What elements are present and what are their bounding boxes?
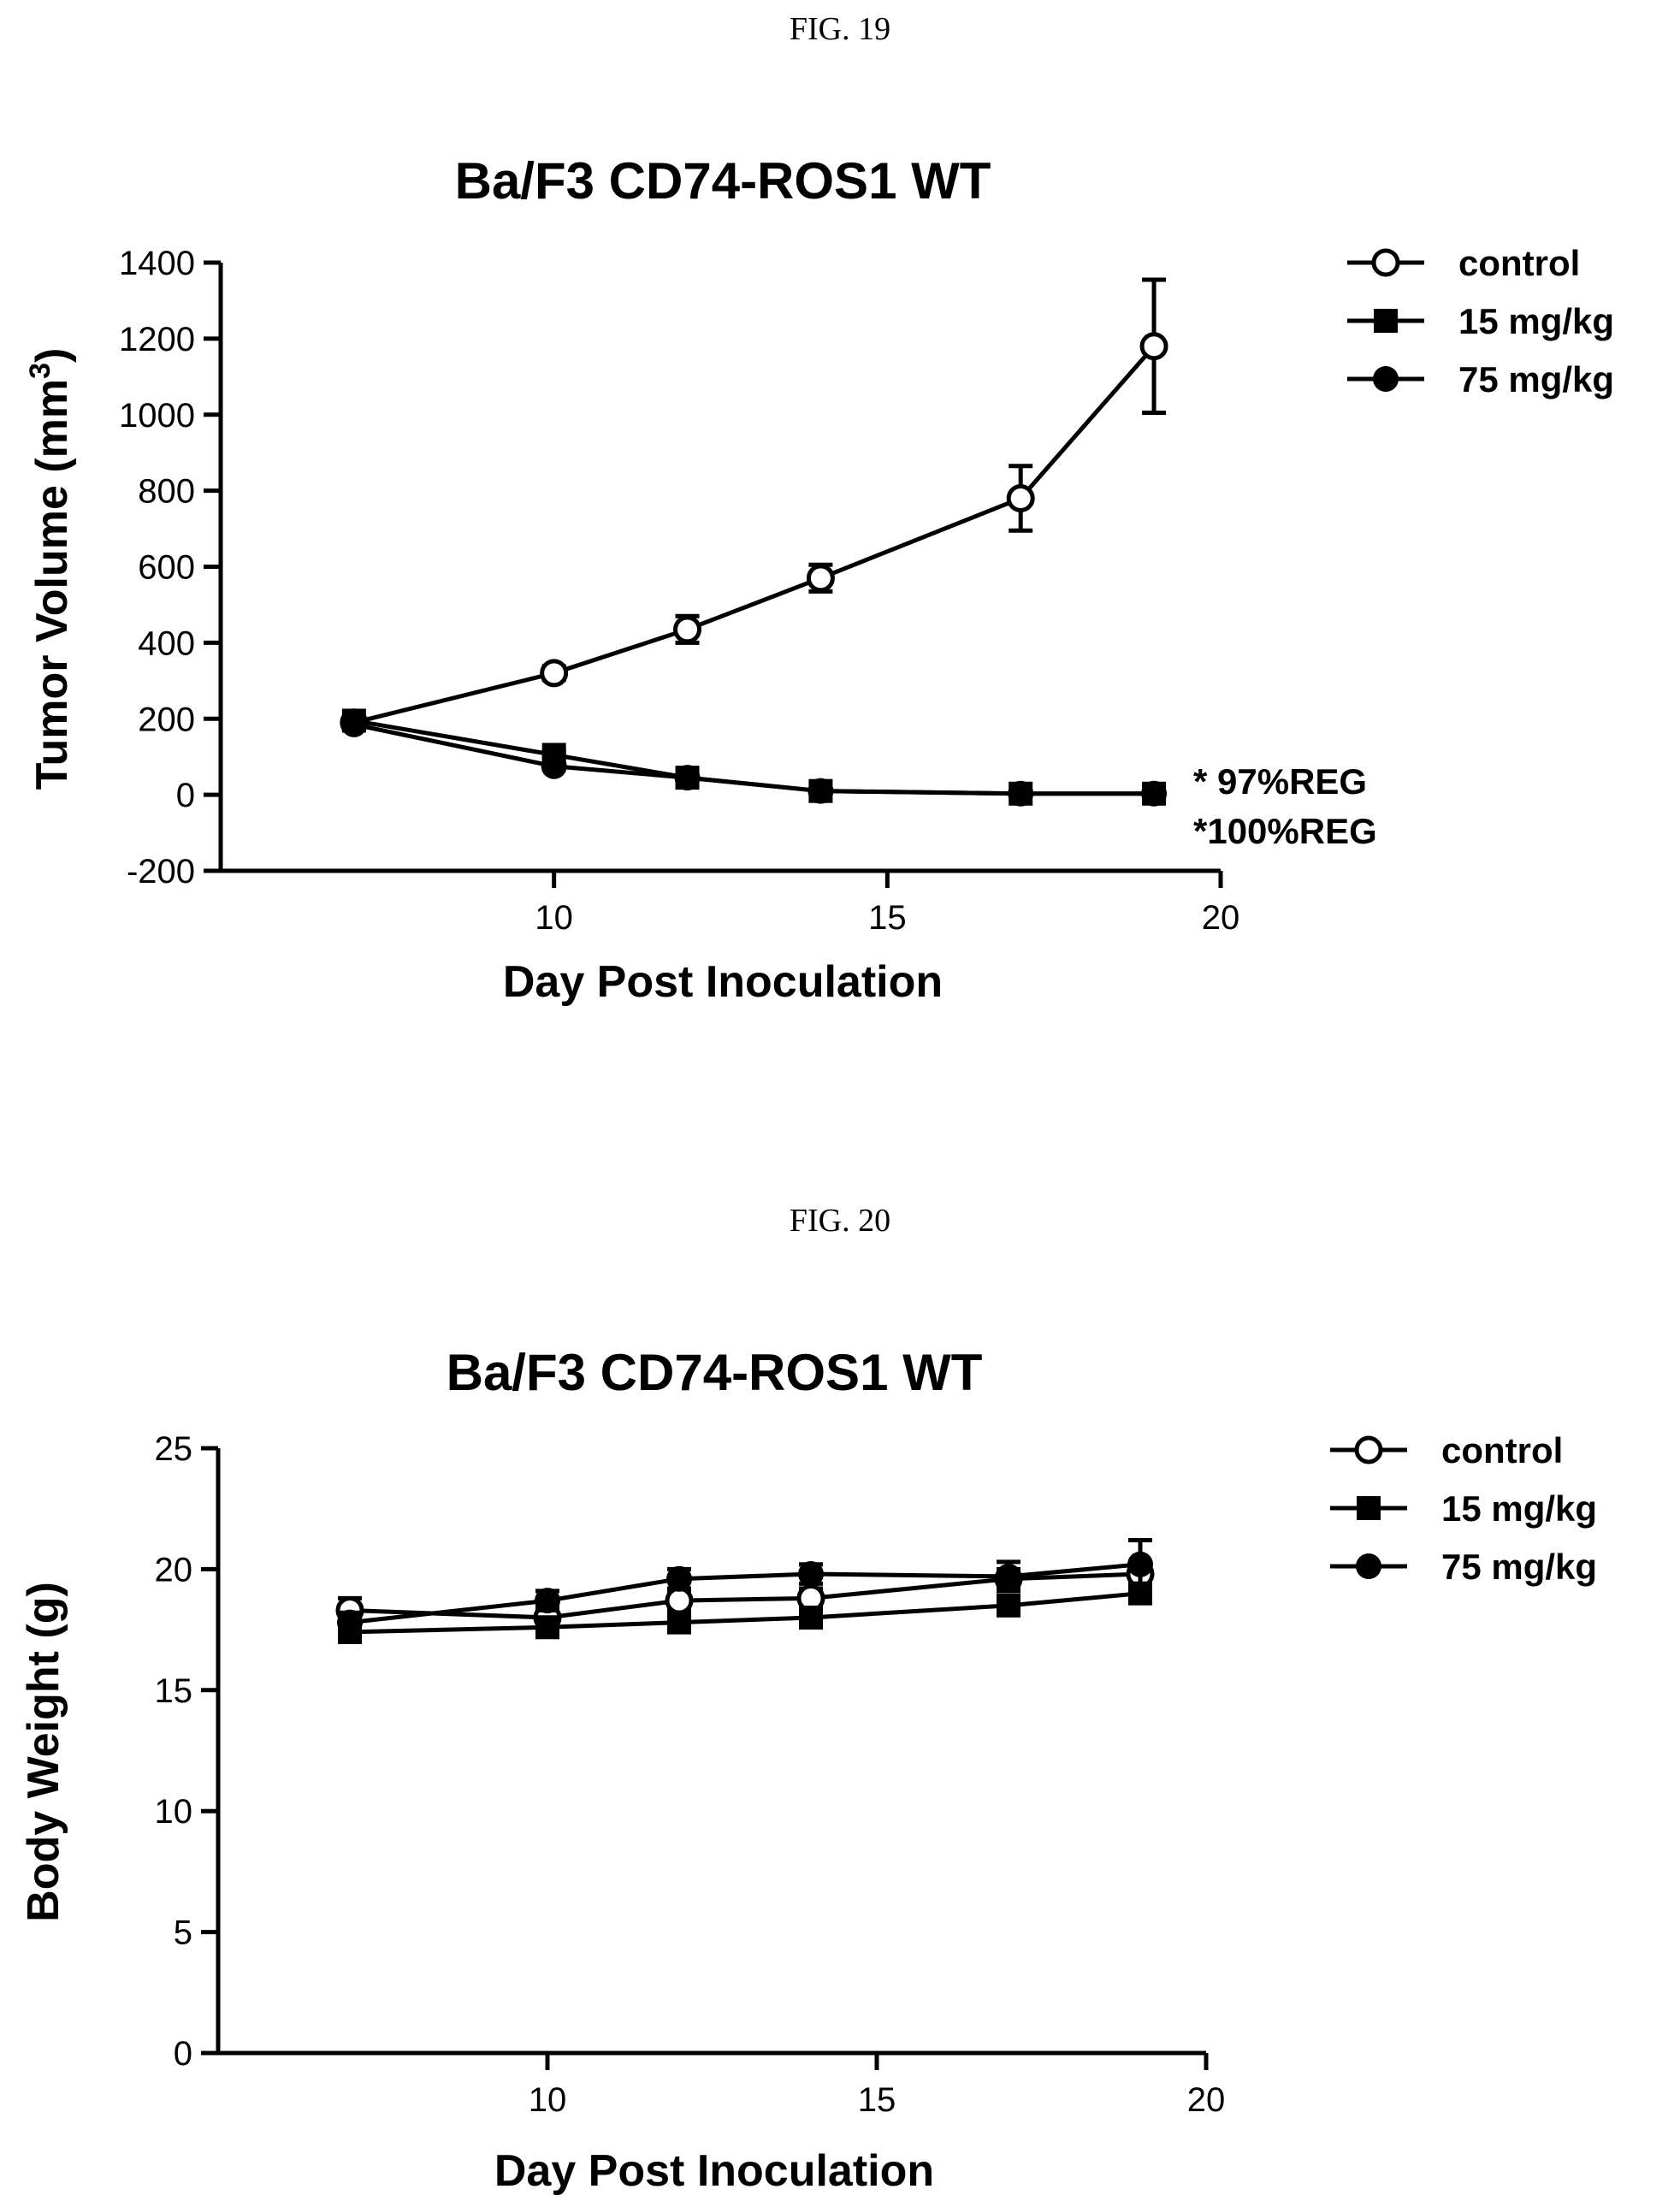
x-axis-label: Day Post Inoculation [494,2146,934,2196]
series-line-control [353,345,1156,725]
y-tick-label: 20 [155,1551,193,1589]
data-point-75-mg-kg [666,1565,692,1592]
legend-item-15-mg-kg: 15 mg/kg [1330,1488,1597,1529]
y-tick-label: 15 [155,1672,193,1710]
tumor-volume-chart: Ba/F3 CD74-ROS1 WT Day Post Inoculation … [24,152,1614,1007]
legend-label-75-mg-kg: 75 mg/kg [1458,359,1614,399]
data-point-75-mg-kg [541,753,567,779]
x-tick-label: 20 [1202,899,1240,937]
y-tick-label: 0 [176,777,195,814]
legend-item-control: control [1347,243,1580,283]
series-control [340,277,1168,737]
data-point-75-mg-kg [1008,780,1034,807]
legend-item-75-mg-kg: 75 mg/kg [1330,1547,1597,1587]
y-tick-label: 600 [138,549,195,587]
x-axis-label: Day Post Inoculation [503,957,943,1007]
data-point-control [1006,484,1035,513]
annotation-15mgkg-regression: * 97%REG [1193,761,1367,802]
x-tick-label: 10 [535,899,573,937]
legend-item-control: control [1330,1430,1563,1470]
series-line-75-mg-kg [353,722,1155,796]
data-point-15-mg-kg [535,1615,559,1640]
data-point-control [540,659,569,688]
y-tick-label: 1000 [119,397,195,435]
y-tick-label: 5 [174,1914,192,1952]
y-axis-label: Tumor Volume (mm3) [24,348,77,790]
data-point-75-mg-kg [798,1561,824,1588]
y-tick-label: 800 [138,473,195,511]
legend-label-control: control [1458,243,1580,283]
series-75-mg-kg [337,1537,1153,1636]
y-tick-label: 0 [174,2035,192,2073]
y-tick-label: 200 [138,701,195,738]
y-tick-label: 400 [138,624,195,662]
x-tick-label: 15 [868,899,907,937]
data-point-15-mg-kg [997,1593,1020,1618]
legend-marker-control [1371,248,1400,277]
data-point-75-mg-kg [674,765,701,791]
figure-19-label: FIG. 19 [789,11,891,47]
data-point-75-mg-kg [807,778,834,804]
data-point-75-mg-kg [337,1609,363,1636]
legend-marker-75-mg-kg [1356,1553,1381,1579]
y-axis-label: Body Weight (g) [19,1582,68,1922]
series-75-mg-kg [340,711,1168,807]
data-point-control [673,615,702,644]
legend-marker-75-mg-kg [1373,366,1399,392]
data-point-control [806,564,835,593]
annotation-75mgkg-regression: *100%REG [1193,811,1377,851]
legend-label-control: control [1441,1430,1563,1470]
y-tick-label: 10 [155,1793,193,1831]
y-tick-label: -200 [127,853,195,890]
data-point-control [1139,332,1168,361]
legend-marker-control [1354,1435,1383,1464]
legend-item-75-mg-kg: 75 mg/kg [1347,359,1614,399]
body-weight-chart: Ba/F3 CD74-ROS1 WT Day Post Inoculation … [19,1344,1597,2196]
data-point-75-mg-kg [1141,780,1168,807]
legend-item-15-mg-kg: 15 mg/kg [1347,301,1614,341]
legend-label-15-mg-kg: 15 mg/kg [1441,1488,1597,1529]
x-tick-label: 15 [858,2081,896,2119]
series-15-mg-kg [341,708,1167,806]
x-tick-label: 20 [1187,2081,1226,2119]
y-tick-label: 25 [155,1430,193,1468]
y-tick-label: 1400 [119,245,195,282]
series-line-75-mg-kg [349,1562,1141,1625]
legend-marker-15-mg-kg [1357,1496,1381,1520]
data-point-control [665,1586,694,1615]
legend-label-75-mg-kg: 75 mg/kg [1441,1547,1597,1587]
figure-20-label: FIG. 20 [789,1203,891,1239]
legend-marker-15-mg-kg [1374,309,1398,333]
data-point-15-mg-kg [667,1610,691,1635]
x-tick-label: 10 [529,2081,567,2119]
chart-title: Ba/F3 CD74-ROS1 WT [455,152,991,210]
data-point-75-mg-kg [1127,1551,1153,1577]
data-point-75-mg-kg [996,1563,1021,1589]
data-point-75-mg-kg [340,711,367,737]
legend-label-15-mg-kg: 15 mg/kg [1458,301,1614,341]
series-line-control [349,1571,1141,1620]
data-point-75-mg-kg [535,1588,560,1614]
y-tick-label: 1200 [119,321,195,358]
series-line-15-mg-kg [349,1591,1141,1635]
chart-title: Ba/F3 CD74-ROS1 WT [447,1344,983,1401]
data-point-15-mg-kg [799,1605,823,1630]
